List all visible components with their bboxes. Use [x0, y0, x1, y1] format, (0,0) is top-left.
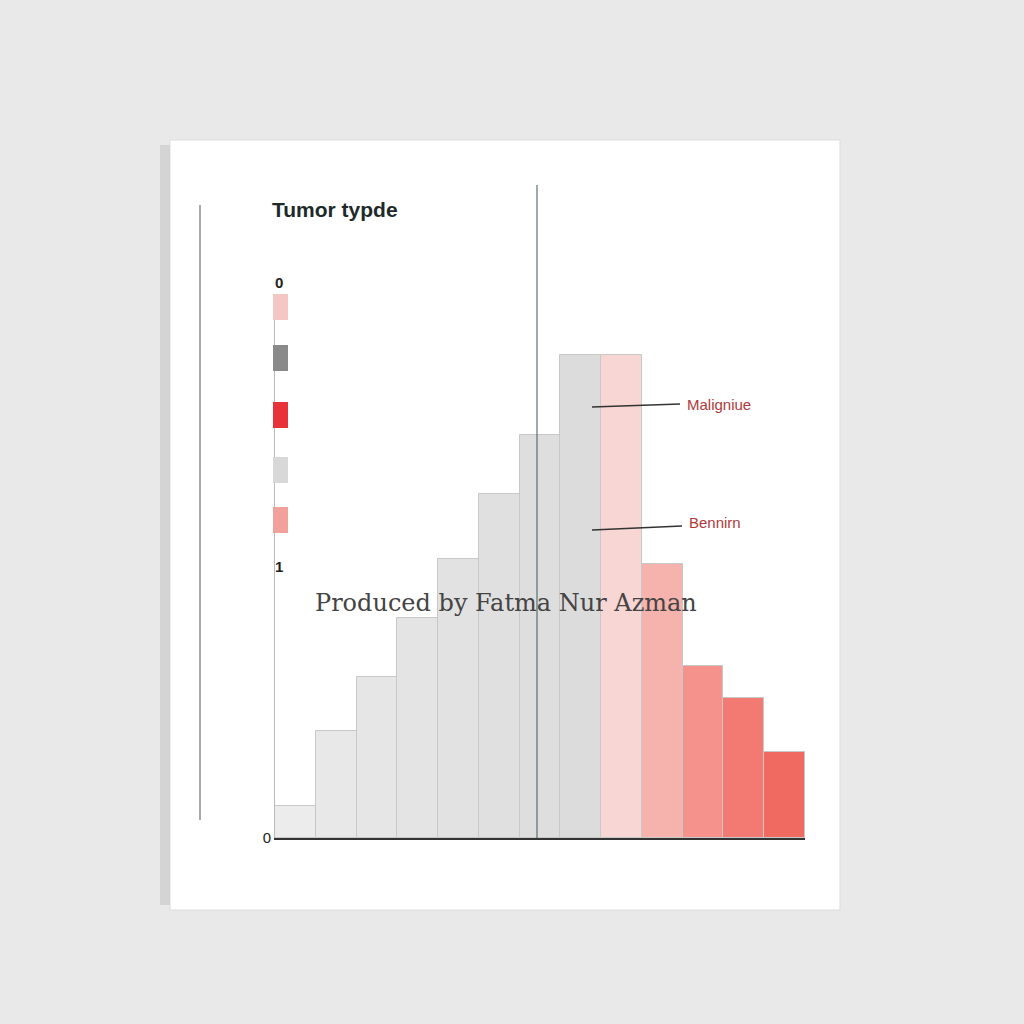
svg-text:Bennirn: Bennirn: [689, 514, 741, 531]
svg-text:0: 0: [263, 829, 271, 846]
svg-text:Tumor typde: Tumor typde: [272, 198, 398, 221]
svg-text:Maligniue: Maligniue: [687, 396, 751, 413]
svg-text:0: 0: [275, 274, 283, 291]
svg-text:Produced by Fatma Nur Azman: Produced by Fatma Nur Azman: [315, 589, 697, 617]
svg-text:1: 1: [275, 558, 283, 575]
